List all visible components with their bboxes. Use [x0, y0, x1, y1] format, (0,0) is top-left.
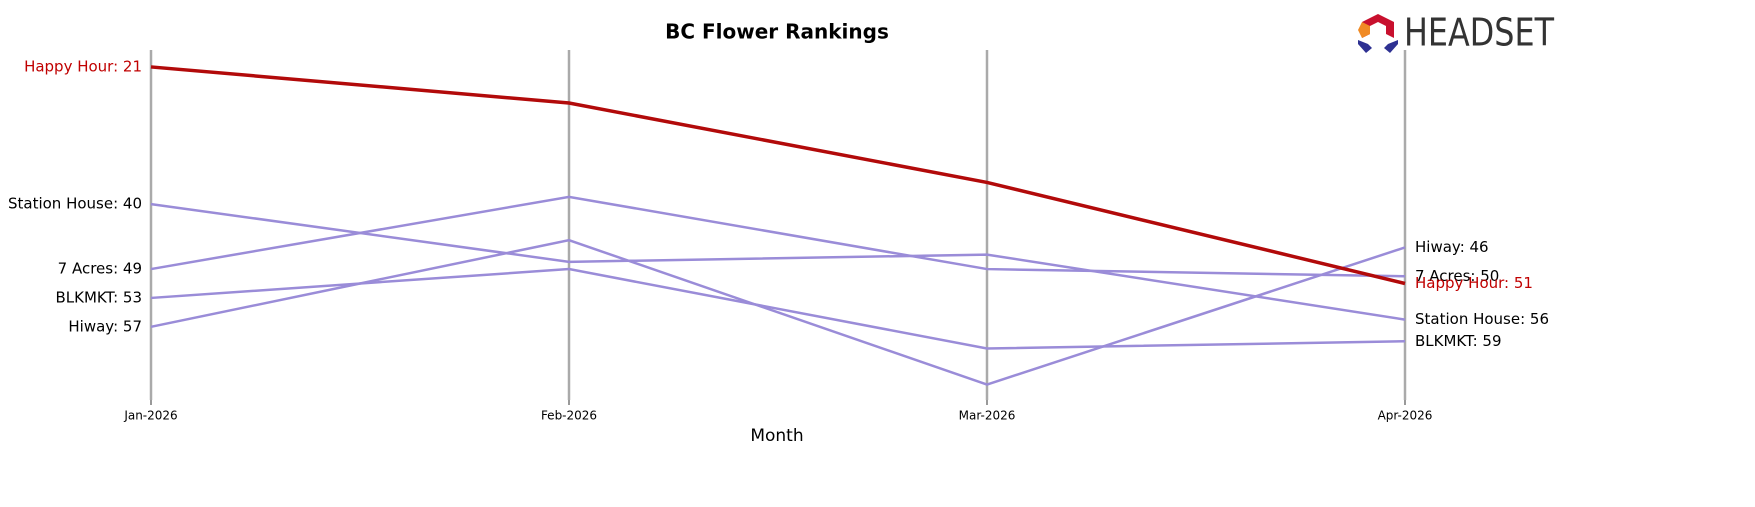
x-axis-label: Month	[750, 426, 803, 446]
x-tick-label: Feb-2026	[541, 409, 597, 423]
value-label: 7 Acres: 50	[1415, 267, 1499, 285]
series-line	[150, 65, 1406, 286]
value-label: Happy Hour: 51	[1415, 274, 1533, 292]
logo-icon	[1358, 40, 1372, 53]
series-line	[150, 238, 1406, 386]
value-label: Hiway: 46	[1415, 238, 1489, 256]
value-label: Hiway: 57	[68, 317, 142, 335]
series-line	[150, 202, 1406, 321]
x-tick-label: Apr-2026	[1378, 409, 1433, 423]
value-label: Station House: 40	[8, 195, 142, 213]
value-label: BLKMKT: 59	[1415, 332, 1502, 350]
logo: HEADSET	[1358, 11, 1555, 55]
series-line	[150, 267, 1406, 350]
logo-icon	[1358, 22, 1370, 38]
logo-text: HEADSET	[1404, 11, 1555, 55]
x-tick-label: Mar-2026	[959, 409, 1016, 423]
value-label: 7 Acres: 49	[58, 260, 142, 278]
x-tick-label: Jan-2026	[123, 409, 177, 423]
chart-title: BC Flower Rankings	[665, 20, 889, 44]
logo-icon	[1384, 40, 1398, 53]
value-label: Station House: 56	[1415, 310, 1549, 328]
value-label: BLKMKT: 53	[55, 288, 142, 306]
value-label: Happy Hour: 21	[24, 57, 142, 75]
